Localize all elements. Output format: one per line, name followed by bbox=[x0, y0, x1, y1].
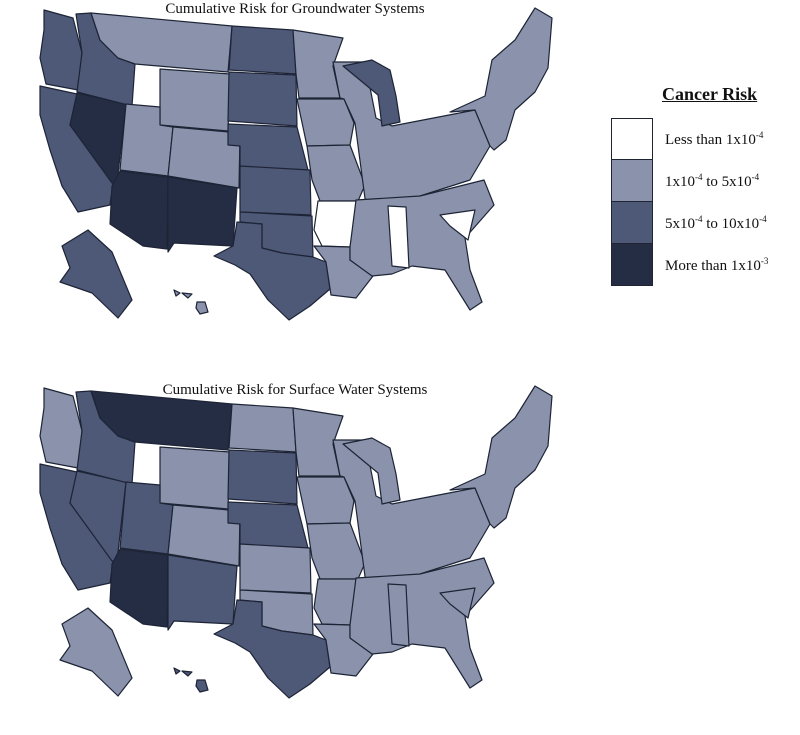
groundwater-region-hawaii bbox=[173, 289, 209, 315]
legend-swatch bbox=[611, 118, 653, 160]
surface-water-region-colorado bbox=[167, 504, 241, 567]
groundwater-region-alabama bbox=[387, 205, 410, 269]
surface-water-region-missouri bbox=[306, 522, 366, 580]
groundwater-region-new-mexico bbox=[167, 176, 238, 253]
legend-label: More than 1x10-3 bbox=[665, 255, 769, 274]
surface-water-region-nebraska bbox=[227, 501, 309, 549]
legend-item-5e-4-to-10e-4: 5x10-4 to 10x10-4 bbox=[611, 202, 800, 244]
surface-water-region-south-east bbox=[349, 557, 495, 689]
surface-water-region-alaska bbox=[59, 607, 133, 697]
groundwater-region-north-east bbox=[449, 7, 553, 151]
groundwater-region-wyoming bbox=[159, 68, 231, 132]
groundwater-region-west-coast-north bbox=[39, 9, 83, 91]
groundwater-region-north-dakota bbox=[228, 25, 297, 75]
legend-item-more-than-1e-3: More than 1x10-3 bbox=[611, 244, 800, 286]
surface-water-region-west-coast-north bbox=[39, 387, 83, 469]
legend-label: Less than 1x10-4 bbox=[665, 129, 764, 148]
legend-item-1e-4-to-5e-4: 1x10-4 to 5x10-4 bbox=[611, 160, 800, 202]
legend-label: 5x10-4 to 10x10-4 bbox=[665, 213, 767, 232]
surface-water-region-wyoming bbox=[159, 446, 231, 510]
groundwater-risk-map bbox=[39, 7, 553, 321]
surface-water-region-texas bbox=[213, 599, 331, 699]
legend-swatch bbox=[611, 202, 653, 244]
groundwater-region-nebraska bbox=[227, 123, 309, 171]
surface-water-region-kansas bbox=[239, 543, 312, 594]
groundwater-map-title: Cumulative Risk for Groundwater Systems bbox=[165, 1, 425, 17]
groundwater-region-texas bbox=[213, 221, 331, 321]
groundwater-region-missouri bbox=[306, 144, 366, 202]
surface-water-region-north-dakota bbox=[228, 403, 297, 453]
surface-water-region-south-dakota bbox=[227, 449, 298, 505]
surface-water-region-hawaii bbox=[173, 667, 209, 693]
surface-water-region-arizona bbox=[109, 548, 169, 628]
surface-water-region-north-east bbox=[449, 385, 553, 529]
surface-water-region-great-lakes bbox=[332, 439, 491, 585]
groundwater-region-michigan bbox=[342, 59, 401, 127]
surface-water-map-title: Cumulative Risk for Surface Water System… bbox=[162, 382, 428, 398]
cancer-risk-legend: Cancer Risk Less than 1x10-4 1x10-4 to 5… bbox=[611, 84, 800, 286]
legend-title: Cancer Risk bbox=[662, 84, 758, 104]
groundwater-region-kansas bbox=[239, 165, 312, 216]
groundwater-region-south-east bbox=[349, 179, 495, 311]
surface-water-risk-map bbox=[39, 385, 553, 699]
groundwater-region-arizona bbox=[109, 170, 169, 250]
groundwater-region-colorado bbox=[167, 126, 241, 189]
legend-swatch bbox=[611, 160, 653, 202]
legend-item-less-than-1e-4: Less than 1x10-4 bbox=[611, 118, 800, 160]
surface-water-region-south-carolina bbox=[439, 587, 476, 619]
groundwater-region-south-dakota bbox=[227, 71, 298, 127]
surface-water-region-new-mexico bbox=[167, 554, 238, 631]
legend-swatch bbox=[611, 244, 653, 286]
groundwater-region-alaska bbox=[59, 229, 133, 319]
legend-label: 1x10-4 to 5x10-4 bbox=[665, 171, 760, 190]
groundwater-region-iowa bbox=[296, 98, 355, 147]
surface-water-region-iowa bbox=[296, 476, 355, 525]
groundwater-region-great-lakes bbox=[332, 61, 491, 207]
groundwater-region-south-carolina bbox=[439, 209, 476, 241]
surface-water-region-alabama bbox=[387, 583, 410, 647]
surface-water-region-michigan bbox=[342, 437, 401, 505]
